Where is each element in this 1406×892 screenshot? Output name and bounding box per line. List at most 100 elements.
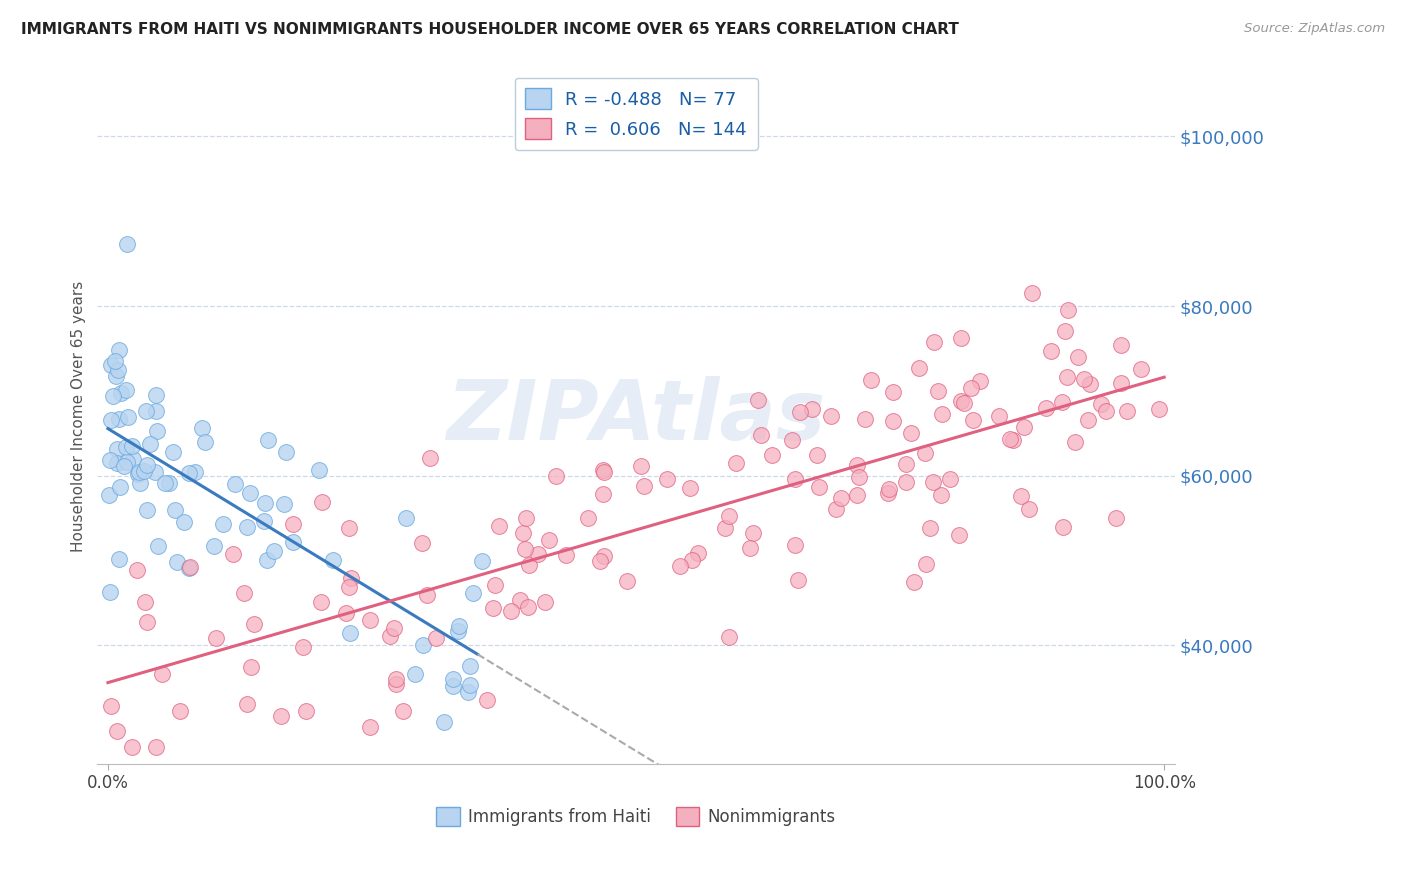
Point bbox=[100, 358, 122, 372]
Point bbox=[593, 465, 616, 479]
Point bbox=[787, 573, 810, 587]
Point bbox=[447, 619, 470, 633]
Point bbox=[457, 684, 479, 698]
Point bbox=[501, 604, 523, 618]
Point bbox=[145, 388, 167, 402]
Point bbox=[419, 450, 441, 465]
Point bbox=[98, 585, 121, 599]
Point bbox=[236, 697, 259, 711]
Point bbox=[475, 692, 498, 706]
Point bbox=[447, 624, 470, 639]
Point bbox=[592, 463, 614, 477]
Point bbox=[527, 547, 550, 561]
Point bbox=[243, 617, 266, 632]
Point bbox=[1018, 502, 1040, 516]
Point bbox=[162, 445, 184, 459]
Point bbox=[509, 592, 531, 607]
Point bbox=[655, 472, 678, 486]
Point bbox=[1021, 285, 1043, 300]
Point bbox=[1056, 303, 1078, 318]
Point bbox=[921, 475, 943, 489]
Point bbox=[385, 677, 408, 691]
Point bbox=[117, 410, 139, 425]
Point bbox=[806, 448, 828, 462]
Point bbox=[949, 394, 972, 409]
Point bbox=[515, 510, 537, 524]
Point bbox=[801, 402, 824, 417]
Point bbox=[273, 497, 295, 511]
Point bbox=[538, 533, 561, 547]
Point bbox=[1035, 401, 1057, 415]
Point bbox=[998, 432, 1021, 446]
Point bbox=[191, 421, 214, 435]
Point bbox=[132, 464, 155, 478]
Point bbox=[135, 458, 157, 472]
Point bbox=[1014, 420, 1036, 434]
Point bbox=[308, 462, 330, 476]
Point bbox=[145, 739, 167, 754]
Point bbox=[825, 502, 848, 516]
Point bbox=[134, 595, 156, 609]
Point bbox=[177, 466, 200, 480]
Point bbox=[1054, 324, 1077, 338]
Point bbox=[484, 578, 506, 592]
Point bbox=[121, 452, 143, 467]
Point bbox=[903, 575, 925, 590]
Point bbox=[1010, 489, 1032, 503]
Point bbox=[253, 514, 276, 528]
Point bbox=[749, 428, 772, 442]
Point bbox=[125, 563, 148, 577]
Legend: Immigrants from Haiti, Nonimmigrants: Immigrants from Haiti, Nonimmigrants bbox=[430, 800, 842, 833]
Point bbox=[404, 667, 426, 681]
Point bbox=[145, 404, 167, 418]
Y-axis label: Householder Income Over 65 years: Householder Income Over 65 years bbox=[72, 281, 86, 552]
Point bbox=[135, 403, 157, 417]
Point bbox=[179, 559, 201, 574]
Point bbox=[725, 456, 748, 470]
Point bbox=[107, 412, 129, 426]
Point bbox=[412, 638, 434, 652]
Point bbox=[281, 534, 304, 549]
Point bbox=[166, 555, 188, 569]
Point bbox=[463, 586, 485, 600]
Point bbox=[513, 541, 536, 556]
Point bbox=[107, 343, 129, 358]
Point bbox=[1002, 433, 1025, 447]
Point bbox=[100, 413, 122, 427]
Point bbox=[516, 600, 538, 615]
Point bbox=[576, 511, 599, 525]
Point bbox=[969, 375, 991, 389]
Point bbox=[512, 525, 534, 540]
Point bbox=[146, 424, 169, 438]
Point bbox=[112, 458, 135, 473]
Point bbox=[100, 698, 122, 713]
Point bbox=[1067, 350, 1090, 364]
Point bbox=[121, 439, 143, 453]
Point bbox=[184, 465, 207, 479]
Point bbox=[931, 407, 953, 421]
Point bbox=[155, 475, 177, 490]
Point bbox=[253, 496, 276, 510]
Point bbox=[534, 595, 557, 609]
Point bbox=[115, 455, 138, 469]
Point bbox=[270, 709, 292, 723]
Point bbox=[337, 521, 360, 535]
Point bbox=[392, 704, 415, 718]
Point bbox=[761, 448, 783, 462]
Point bbox=[785, 472, 807, 486]
Point bbox=[256, 552, 278, 566]
Point bbox=[1052, 519, 1074, 533]
Point bbox=[458, 659, 481, 673]
Point bbox=[169, 704, 191, 718]
Point bbox=[105, 442, 128, 456]
Point bbox=[718, 508, 741, 523]
Point bbox=[382, 621, 405, 635]
Point bbox=[1109, 376, 1132, 390]
Point bbox=[335, 607, 357, 621]
Point bbox=[340, 572, 363, 586]
Point bbox=[960, 380, 983, 394]
Point bbox=[127, 467, 149, 481]
Point bbox=[263, 544, 285, 558]
Point bbox=[256, 433, 278, 447]
Point bbox=[202, 539, 225, 553]
